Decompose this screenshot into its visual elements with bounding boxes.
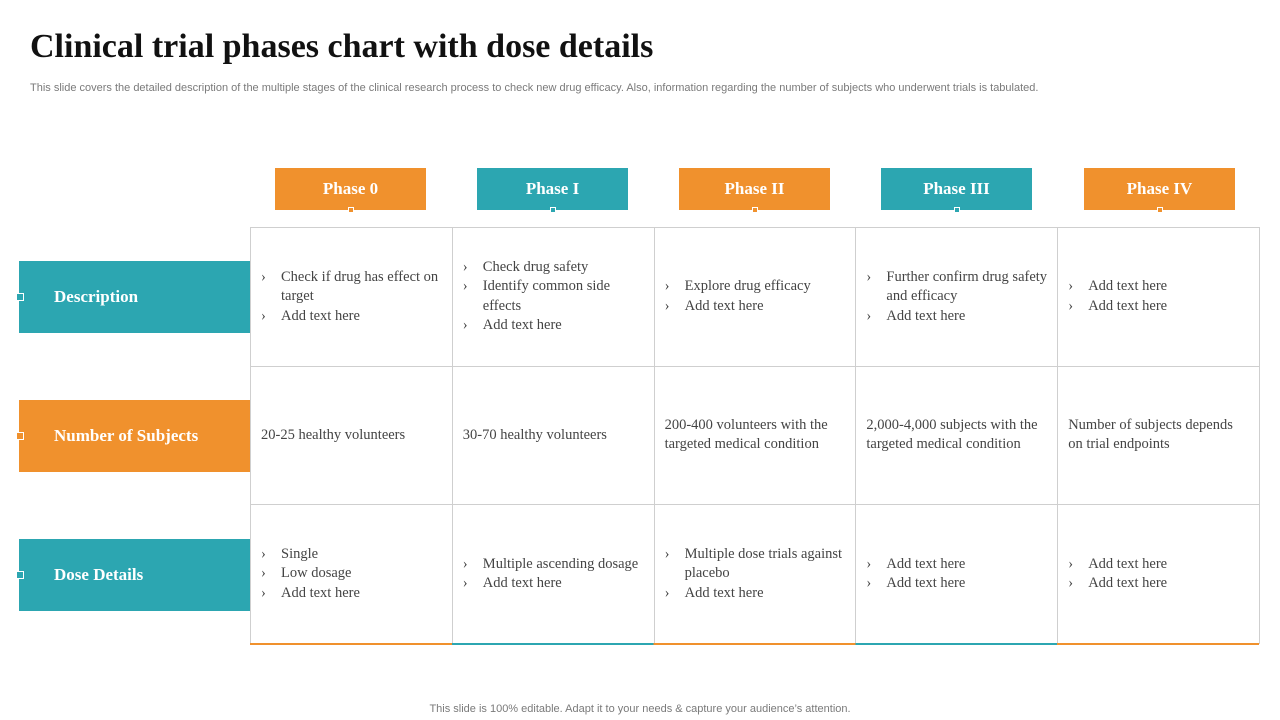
subjects-cell-phase-2: 200-400 volunteers with the targeted med…	[653, 366, 856, 506]
list-item: Check drug safety	[463, 258, 644, 278]
cell-text: Number of subjects depends on trial endp…	[1068, 416, 1233, 453]
description-cell-phase-4: Add text here Add text here	[1057, 228, 1259, 367]
connector-dot	[751, 207, 758, 213]
list-item: Identify common side effects	[463, 277, 644, 316]
list-item: Check if drug has effect on target	[261, 268, 442, 307]
cell-text: 30-70 healthy volunteers	[462, 426, 607, 443]
row-label-description: Description	[16, 261, 250, 333]
list-item: Add text here	[866, 555, 965, 575]
phase-header-label: Phase IV	[1126, 179, 1193, 198]
connector-dot	[1156, 207, 1163, 213]
description-cell-phase-1: Check drug safety Identify common side e…	[451, 228, 654, 367]
phase-header-label: Phase III	[923, 179, 990, 198]
subjects-cell-phase-4: Number of subjects depends on trial endp…	[1057, 366, 1259, 506]
list-item: Add text here	[261, 307, 442, 327]
phase-header-3: Phase III	[881, 168, 1032, 213]
list-item: Single	[261, 545, 360, 565]
subjects-cell-phase-1: 30-70 healthy volunteers	[451, 366, 654, 506]
dose-cell-phase-3: Add text here Add text here	[855, 505, 1058, 644]
page-title: Clinical trial phases chart with dose de…	[30, 28, 654, 65]
list-item: Add text here	[665, 584, 846, 604]
phase-header-4: Phase IV	[1084, 168, 1235, 213]
phase-header-1: Phase I	[477, 168, 628, 213]
cell-text: 2,000-4,000 subjects with the targeted m…	[866, 416, 1038, 453]
list-item: Add text here	[1068, 574, 1167, 594]
list-item: Multiple ascending dosage	[463, 555, 638, 575]
phases-table: Check if drug has effect on target Add t…	[250, 227, 1260, 645]
description-cell-phase-3: Further confirm drug safety and efficacy…	[855, 228, 1058, 367]
list-item: Add text here	[261, 584, 360, 604]
footer-note: This slide is 100% editable. Adapt it to…	[429, 703, 851, 715]
row-label-subjects: Number of Subjects	[16, 400, 250, 472]
list-item: Low dosage	[261, 564, 360, 584]
subjects-cell-phase-0: 20-25 healthy volunteers	[250, 366, 452, 506]
cell-text: 200-400 volunteers with the targeted med…	[664, 416, 828, 453]
cell-text: 20-25 healthy volunteers	[261, 426, 406, 443]
subjects-cell-phase-3: 2,000-4,000 subjects with the targeted m…	[855, 366, 1058, 506]
description-cell-phase-0: Check if drug has effect on target Add t…	[250, 228, 452, 367]
phase-header-label: Phase I	[525, 179, 580, 198]
connector-marker	[16, 571, 24, 579]
connector-dot	[347, 207, 354, 213]
connector-marker	[16, 432, 24, 440]
connector-marker	[16, 293, 24, 301]
list-item: Add text here	[463, 316, 644, 336]
dose-cell-phase-4: Add text here Add text here	[1057, 505, 1259, 644]
list-item: Further confirm drug safety and efficacy	[866, 268, 1047, 307]
list-item: Add text here	[866, 574, 965, 594]
list-item: Add text here	[665, 297, 811, 317]
description-cell-phase-2: Explore drug efficacy Add text here	[653, 228, 856, 367]
row-label-dose: Dose Details	[16, 539, 250, 611]
row-label-text: Dose Details	[54, 565, 144, 584]
dose-cell-phase-0: Single Low dosage Add text here	[250, 505, 452, 644]
phase-header-label: Phase II	[724, 179, 785, 198]
list-item: Add text here	[1068, 277, 1167, 297]
phase-header-0: Phase 0	[275, 168, 426, 213]
connector-dot	[549, 207, 556, 213]
list-item: Add text here	[866, 307, 1047, 327]
row-label-text: Description	[54, 287, 139, 306]
dose-cell-phase-1: Multiple ascending dosage Add text here	[451, 505, 654, 644]
row-label-text: Number of Subjects	[54, 426, 199, 445]
list-item: Add text here	[463, 574, 638, 594]
list-item: Explore drug efficacy	[665, 277, 811, 297]
page-subtitle: This slide covers the detailed descripti…	[30, 82, 1039, 94]
list-item: Add text here	[1068, 297, 1167, 317]
list-item: Add text here	[1068, 555, 1167, 575]
phase-header-2: Phase II	[679, 168, 830, 213]
phase-header-label: Phase 0	[322, 179, 379, 198]
dose-cell-phase-2: Multiple dose trials against placebo Add…	[653, 505, 856, 644]
connector-dot	[953, 207, 960, 213]
list-item: Multiple dose trials against placebo	[665, 545, 846, 584]
